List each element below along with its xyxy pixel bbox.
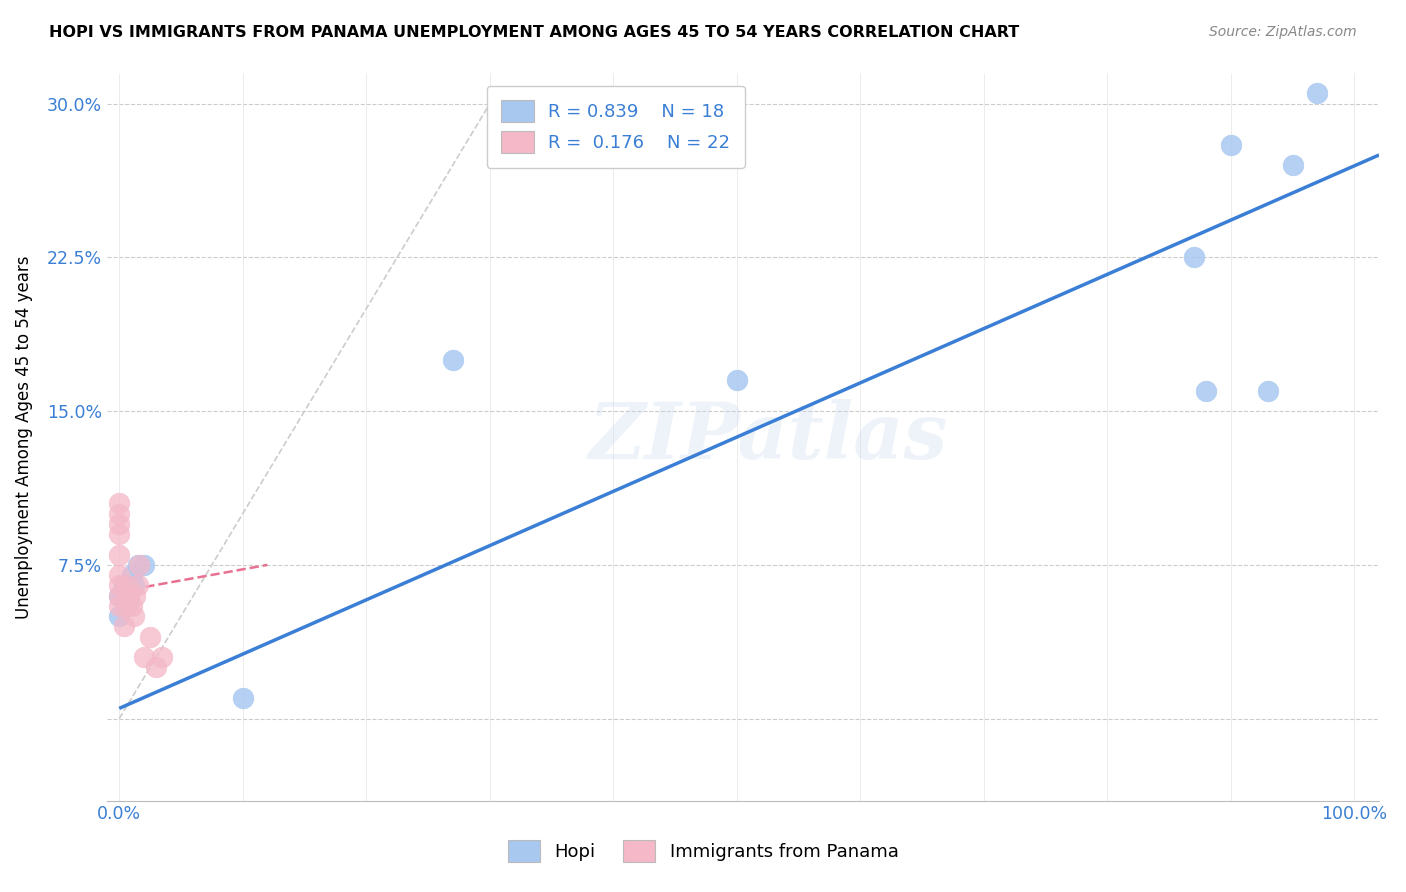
Point [108, 516, 131, 531]
Point [1257, 384, 1279, 398]
Point [108, 609, 131, 624]
Point [108, 507, 131, 521]
Point [132, 558, 155, 572]
Point [232, 691, 254, 706]
Point [112, 619, 135, 633]
Point [152, 650, 174, 665]
Point [122, 609, 145, 624]
Point [108, 599, 131, 613]
Point [108, 578, 131, 592]
Point [441, 353, 464, 368]
Point [145, 660, 167, 674]
Point [114, 599, 136, 613]
Point [1195, 384, 1218, 398]
Point [725, 373, 748, 387]
Point [127, 578, 149, 592]
Point [132, 650, 155, 665]
Point [108, 568, 131, 582]
Legend: R = 0.839    N = 18, R =  0.176    N = 22: R = 0.839 N = 18, R = 0.176 N = 22 [486, 86, 745, 168]
Point [115, 578, 138, 592]
Point [124, 589, 146, 603]
Point [139, 630, 162, 644]
Point [115, 599, 138, 613]
Y-axis label: Unemployment Among Ages 45 to 54 years: Unemployment Among Ages 45 to 54 years [15, 255, 32, 618]
Point [1219, 137, 1241, 152]
Point [122, 578, 145, 592]
Point [108, 548, 131, 562]
Text: HOPI VS IMMIGRANTS FROM PANAMA UNEMPLOYMENT AMONG AGES 45 TO 54 YEARS CORRELATIO: HOPI VS IMMIGRANTS FROM PANAMA UNEMPLOYM… [49, 25, 1019, 40]
Point [127, 558, 149, 572]
Point [108, 496, 131, 510]
Point [112, 578, 135, 592]
Point [1306, 87, 1329, 101]
Legend: Hopi, Immigrants from Panama: Hopi, Immigrants from Panama [501, 833, 905, 870]
Text: ZIPatlas: ZIPatlas [589, 399, 948, 475]
Point [1281, 158, 1303, 172]
Point [128, 558, 150, 572]
Point [121, 599, 143, 613]
Text: Source: ZipAtlas.com: Source: ZipAtlas.com [1209, 25, 1357, 39]
Point [118, 589, 141, 603]
Point [1182, 251, 1205, 265]
Point [118, 589, 141, 603]
Point [108, 589, 131, 603]
Point [121, 568, 143, 582]
Point [108, 527, 131, 541]
Point [108, 589, 131, 603]
